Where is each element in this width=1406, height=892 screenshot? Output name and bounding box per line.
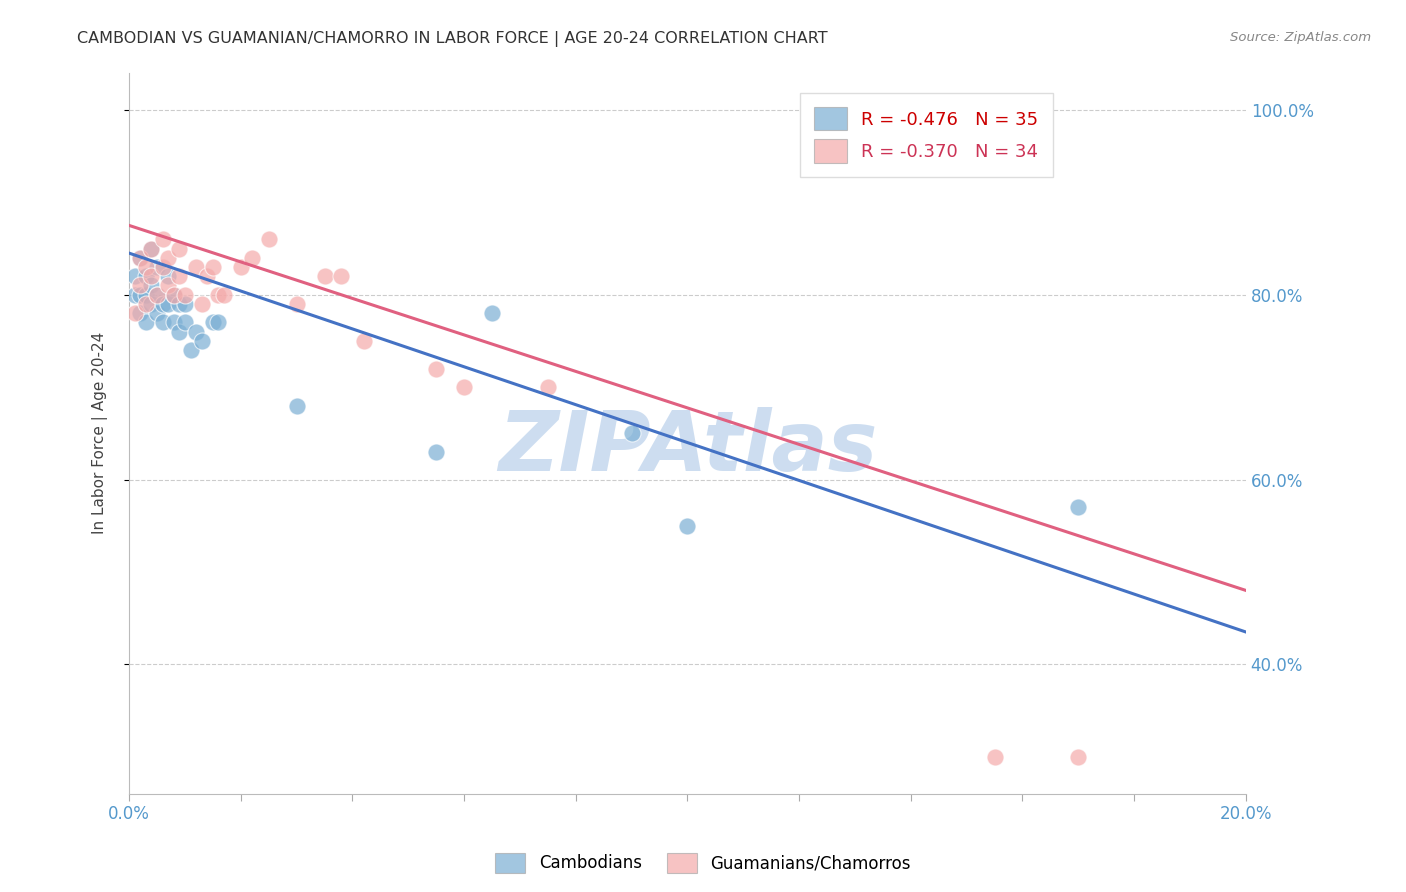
Point [146, 260, 169, 274]
Point [195, 269, 218, 284]
Point [425, 361, 447, 376]
Point [146, 306, 169, 320]
Point [174, 315, 197, 329]
Point [129, 278, 152, 293]
Point [157, 269, 180, 284]
Point [152, 315, 174, 329]
Point [135, 287, 157, 301]
Point [129, 251, 152, 265]
Point [135, 260, 157, 274]
Point [353, 334, 375, 348]
Point [141, 242, 163, 256]
Text: ZIPAtlas: ZIPAtlas [498, 408, 877, 488]
Point [141, 242, 163, 256]
Point [190, 297, 212, 311]
Point [285, 297, 308, 311]
Point [620, 426, 643, 441]
Point [135, 269, 157, 284]
Point [201, 260, 224, 274]
Text: CAMBODIAN VS GUAMANIAN/CHAMORRO IN LABOR FORCE | AGE 20-24 CORRELATION CHART: CAMBODIAN VS GUAMANIAN/CHAMORRO IN LABOR… [77, 31, 828, 47]
Point [129, 251, 152, 265]
Point [157, 251, 180, 265]
Point [157, 278, 180, 293]
Point [453, 380, 475, 394]
Point [146, 287, 169, 301]
Point [141, 269, 163, 284]
Point [201, 315, 224, 329]
Point [146, 287, 169, 301]
Point [152, 297, 174, 311]
Point [1067, 500, 1090, 515]
Point [174, 297, 197, 311]
Point [481, 306, 503, 320]
Point [186, 325, 208, 339]
Point [163, 315, 186, 329]
Point [141, 297, 163, 311]
Point [141, 278, 163, 293]
Point [425, 445, 447, 459]
Point [163, 287, 186, 301]
Point [257, 232, 280, 246]
Point [190, 334, 212, 348]
Point [169, 242, 191, 256]
Point [229, 260, 252, 274]
Text: Source: ZipAtlas.com: Source: ZipAtlas.com [1230, 31, 1371, 45]
Point [180, 343, 202, 358]
Point [1067, 749, 1090, 764]
Point [676, 518, 699, 533]
Point [240, 251, 263, 265]
Point [152, 232, 174, 246]
Point [124, 306, 146, 320]
Point [207, 315, 229, 329]
Point [124, 287, 146, 301]
Point [169, 297, 191, 311]
Point [314, 269, 336, 284]
Point [537, 380, 560, 394]
Point [186, 260, 208, 274]
Point [124, 269, 146, 284]
Point [174, 287, 197, 301]
Point [152, 260, 174, 274]
Point [129, 287, 152, 301]
Legend: R = -0.476   N = 35, R = -0.370   N = 34: R = -0.476 N = 35, R = -0.370 N = 34 [800, 93, 1053, 178]
Point [207, 287, 229, 301]
Point [285, 399, 308, 413]
Point [169, 269, 191, 284]
Point [129, 306, 152, 320]
Point [163, 287, 186, 301]
Legend: Cambodians, Guamanians/Chamorros: Cambodians, Guamanians/Chamorros [489, 847, 917, 880]
Point [135, 297, 157, 311]
Point [157, 297, 180, 311]
Point [212, 287, 235, 301]
Point [330, 269, 353, 284]
Point [135, 315, 157, 329]
Point [169, 325, 191, 339]
Y-axis label: In Labor Force | Age 20-24: In Labor Force | Age 20-24 [93, 332, 108, 534]
Point [983, 749, 1005, 764]
